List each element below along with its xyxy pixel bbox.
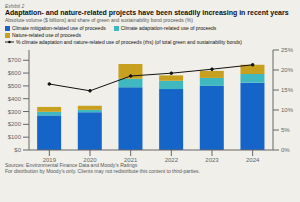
svg-text:25%: 25% (281, 47, 292, 53)
svg-text:$700: $700 (8, 57, 22, 63)
html-text:Nature-related use of proceeds: Nature-related use of proceeds (12, 32, 81, 38)
svg-text:2024: 2024 (246, 157, 260, 162)
svg-text:15%: 15% (281, 87, 292, 93)
html-text:Absolute volume ($ billions) a: Absolute volume ($ billions) and share o… (5, 17, 193, 23)
svg-text:10%: 10% (281, 107, 292, 113)
svg-text:$500: $500 (8, 83, 22, 89)
html-text:Climate mitigation-related use: Climate mitigation-related use of procee… (12, 25, 106, 31)
svg-text:20%: 20% (281, 67, 292, 73)
html-text:Exhibit 2: Exhibit 2 (5, 3, 25, 9)
svg-text:$100: $100 (8, 134, 22, 140)
svg-text:2022: 2022 (165, 157, 179, 162)
svg-text:0%: 0% (281, 147, 290, 153)
svg-text:2020: 2020 (83, 157, 97, 162)
html-text:For distribution by Moody’s on: For distribution by Moody’s only. Client… (5, 168, 200, 174)
svg-text:2021: 2021 (124, 157, 138, 162)
html-text:% climate adaptation and natur: % climate adaptation and nature-related … (16, 39, 242, 45)
svg-text:$600: $600 (8, 70, 22, 76)
svg-text:$200: $200 (8, 121, 22, 127)
svg-text:$0: $0 (14, 147, 21, 153)
svg-text:$300: $300 (8, 109, 22, 115)
svg-text:5%: 5% (281, 127, 290, 133)
svg-text:$400: $400 (8, 96, 22, 102)
svg-text:2019: 2019 (43, 157, 57, 162)
html-text:Adaptation- and nature-related: Adaptation- and nature-related projects … (5, 9, 289, 16)
html-text:Sources: Environmental Finance: Sources: Environmental Finance Data and … (5, 162, 138, 168)
html-text:Climate adaptation-related use: Climate adaptation-related use of procee… (120, 25, 217, 31)
svg-text:2023: 2023 (205, 157, 219, 162)
